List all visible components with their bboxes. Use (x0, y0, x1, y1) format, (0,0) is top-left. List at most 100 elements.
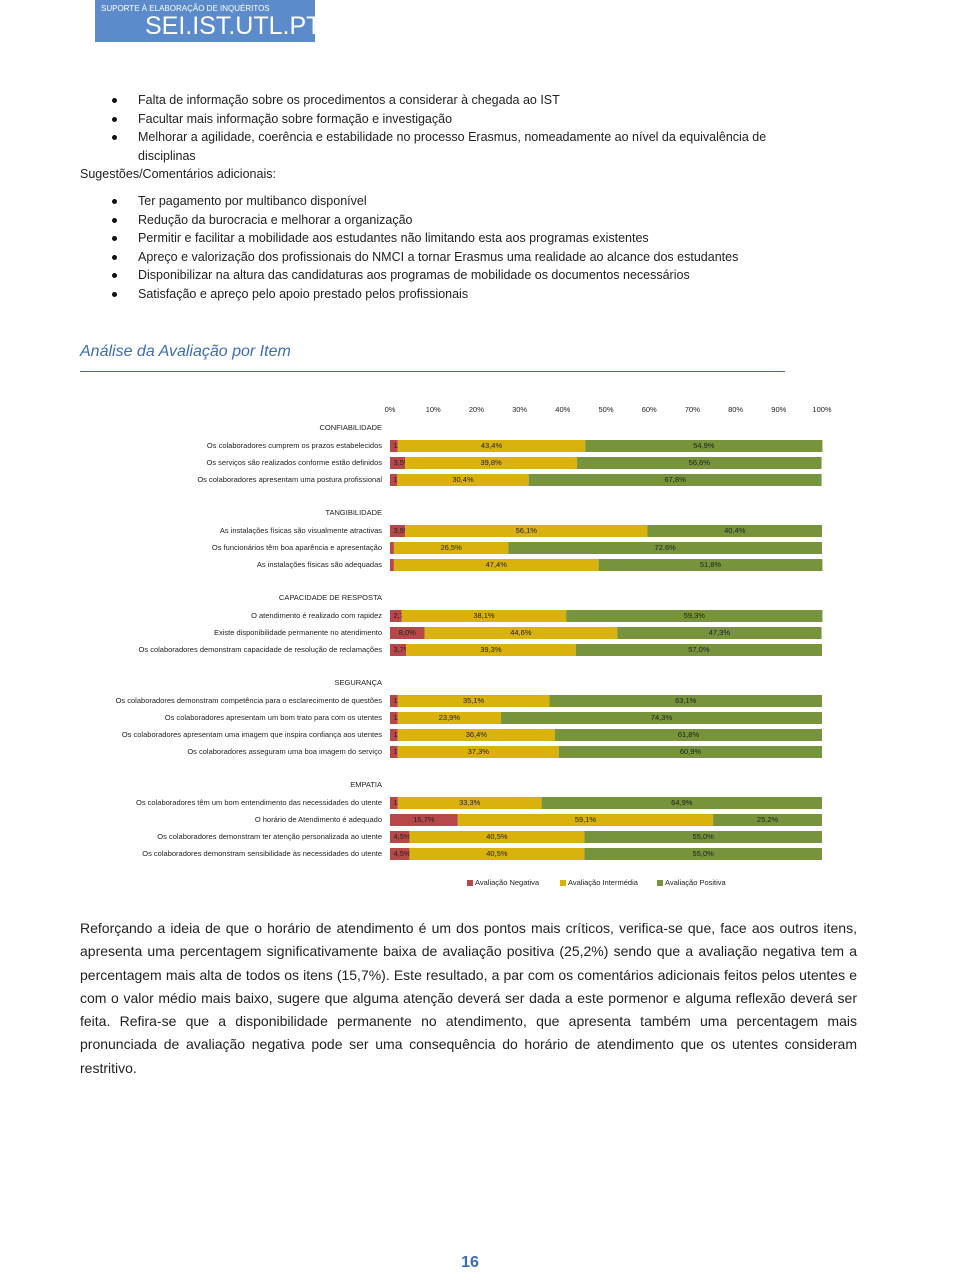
value-label: 39,8% (480, 458, 502, 467)
value-label: 40,5% (486, 832, 508, 841)
bar-segment (409, 848, 585, 860)
bar-segment (393, 542, 509, 554)
bar-segment (390, 474, 398, 486)
bar-segment (405, 644, 576, 656)
value-label: 30,4% (452, 475, 474, 484)
group-title: SEGURANÇA (334, 678, 382, 687)
category-label: Os colaboradores apresentam uma postura … (197, 475, 382, 484)
category-label: Os colaboradores asseguram uma boa image… (187, 747, 382, 756)
header-box: SUPORTE À ELABORAÇÃO DE INQUÉRITOS SEI.I… (95, 0, 321, 42)
header-title: SEI.IST.UTL.PT (145, 12, 322, 40)
value-label: 63,1% (675, 696, 697, 705)
x-tick-label: 60% (642, 405, 657, 414)
value-label: 4,5% (393, 849, 410, 858)
bar-segment (501, 712, 822, 724)
bar-segment (390, 814, 458, 826)
bar-segment (584, 848, 822, 860)
section-rule (80, 371, 785, 372)
value-label: 44,6% (510, 628, 532, 637)
x-tick-label: 10% (426, 405, 441, 414)
value-label: 37,3% (468, 747, 490, 756)
x-tick-label: 30% (512, 405, 527, 414)
bar-segment (558, 746, 822, 758)
bar-segment (397, 746, 559, 758)
bar-segment (397, 474, 529, 486)
value-label: 26,5% (440, 543, 462, 552)
bar-segment (424, 627, 618, 639)
bar-segment (508, 542, 822, 554)
category-label: As instalações físicas são visualmente a… (220, 526, 382, 535)
value-label: 56,1% (516, 526, 538, 535)
group-title: CAPACIDADE DE RESPOSTA (279, 593, 382, 602)
value-label: 39,3% (480, 645, 502, 654)
bar-segment (577, 457, 822, 469)
legend-label: Avaliação Positiva (665, 878, 727, 887)
bar-segment (397, 440, 586, 452)
value-label: 47,3% (709, 628, 731, 637)
bullet: Apreço e valorização dos profissionais d… (110, 248, 830, 267)
bar-segment (390, 440, 398, 452)
value-label: 55,0% (693, 849, 715, 858)
bar-segment (390, 457, 406, 469)
bar-segment (390, 525, 406, 537)
category-label: Os colaboradores demonstram sensibilidad… (142, 849, 382, 858)
value-label: 23,9% (439, 713, 461, 722)
value-label: 51,8% (700, 560, 722, 569)
value-label: 72,6% (655, 543, 677, 552)
bar-segment (541, 797, 822, 809)
x-tick-label: 50% (598, 405, 613, 414)
section-title: Análise da Avaliação por Item (80, 343, 291, 360)
legend-swatch (467, 880, 473, 886)
bullet: Permitir e facilitar a mobilidade aos es… (110, 229, 830, 248)
bar-segment (390, 644, 406, 656)
bullet: Disponibilizar na altura das candidatura… (110, 266, 830, 285)
bar-segment (390, 712, 398, 724)
bar-segment (528, 474, 822, 486)
bar-segment (566, 610, 823, 622)
bar-segment (713, 814, 822, 826)
value-label: 59,1% (575, 815, 597, 824)
x-tick-label: 80% (728, 405, 743, 414)
bar-segment (390, 746, 398, 758)
bar-segment (585, 440, 823, 452)
bullet: Redução da burocracia e melhorar a organ… (110, 211, 830, 230)
category-label: As instalações físicas são adequadas (257, 560, 382, 569)
bar-segment (390, 729, 398, 741)
bar-segment (390, 627, 425, 639)
value-label: 56,6% (689, 458, 711, 467)
value-label: 59,3% (684, 611, 706, 620)
value-label: 43,4% (481, 441, 503, 450)
x-tick-label: 100% (812, 405, 832, 414)
value-label: 15,7% (413, 815, 435, 824)
bar-segment (397, 729, 556, 741)
bar-segment (397, 797, 542, 809)
bar-segment (401, 610, 567, 622)
value-label: 40,4% (724, 526, 746, 535)
value-label: 38,1% (473, 611, 495, 620)
value-label: 8,0% (399, 628, 416, 637)
subheading: Sugestões/Comentários adicionais: (80, 167, 276, 181)
x-tick-label: 70% (685, 405, 700, 414)
bar-segment (575, 644, 822, 656)
bullet: Melhorar a agilidade, coerência e estabi… (110, 128, 810, 165)
value-label: 55,0% (693, 832, 715, 841)
category-label: Os colaboradores demonstram competência … (116, 696, 383, 705)
category-label: Os serviços são realizados conforme estã… (206, 458, 382, 467)
legend-swatch (560, 880, 566, 886)
group-title: TANGIBILIDADE (325, 508, 382, 517)
value-label: 3,5% (393, 458, 410, 467)
bar-segment (405, 457, 578, 469)
value-label: 64,9% (671, 798, 693, 807)
bullet: Falta de informação sobre os procediment… (110, 91, 810, 110)
bar-segment (617, 627, 822, 639)
value-label: 25,2% (757, 815, 779, 824)
bullet: Facultar mais informação sobre formação … (110, 110, 810, 129)
bullet-list: Ter pagamento por multibanco disponível … (110, 192, 830, 303)
bar-segment (390, 610, 402, 622)
bar-segment (457, 814, 714, 826)
value-label: 67,8% (664, 475, 686, 484)
x-tick-label: 0% (385, 405, 396, 414)
category-label: Os colaboradores apresentam um bom trato… (165, 713, 382, 722)
category-label: Os funcionários têm boa aparência e apre… (212, 543, 382, 552)
